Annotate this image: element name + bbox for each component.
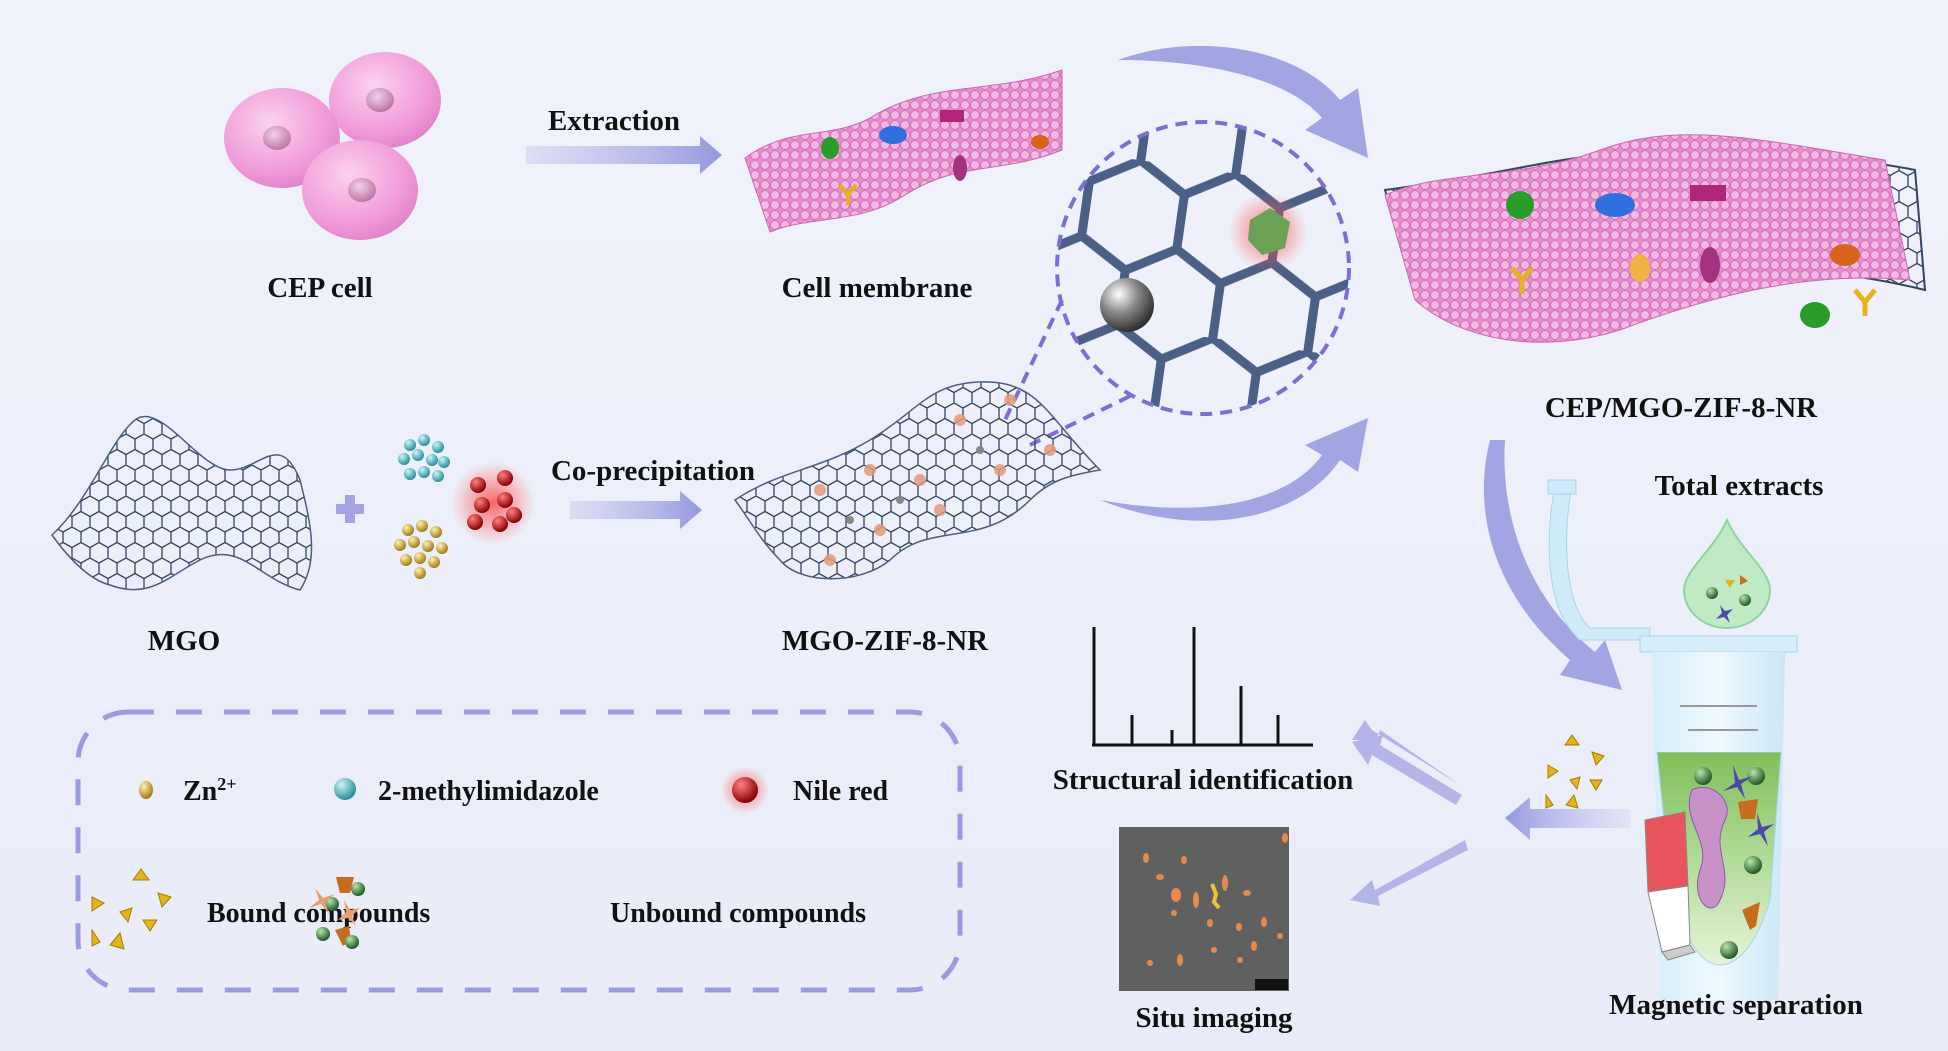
zinc-ion-icon — [139, 781, 153, 799]
legend-zn: Zn2+ — [183, 774, 237, 807]
total-extracts-label: Total extracts — [1655, 470, 1824, 502]
mgo-label: MGO — [148, 625, 221, 657]
legend-unbound: Unbound compounds — [610, 898, 866, 929]
situ-imaging-label: Situ imaging — [1135, 1002, 1293, 1034]
cep-mgo-zif-label: CEP/MGO-ZIF-8-NR — [1545, 392, 1818, 424]
magnet-icon — [1644, 811, 1696, 961]
unbound-compounds-icon — [309, 877, 365, 949]
co-precipitation-label: Co-precipitation — [551, 455, 755, 487]
legend-nile-red: Nile red — [793, 776, 889, 807]
released-bound-compounds — [1545, 734, 1605, 809]
structural-identification-label: Structural identification — [1053, 764, 1353, 796]
cell-membrane-label: Cell membrane — [782, 272, 973, 304]
nile-red-cluster — [451, 461, 535, 545]
co-precipitation-arrow — [570, 491, 702, 529]
mgo-to-composite-arrow — [1100, 418, 1368, 521]
mass-spectrum-icon — [1092, 627, 1313, 747]
arrow-to-structural-identification — [1352, 720, 1460, 785]
extraction-arrow — [526, 136, 722, 174]
cell-membrane-illustration — [744, 69, 1063, 233]
legend-box: Zn2+ 2-methylimidazole Nile red Bound co… — [75, 709, 963, 993]
plus-icon — [336, 495, 364, 523]
legend-methylimidazole: 2-methylimidazole — [378, 776, 599, 807]
membrane-to-composite-arrow — [1118, 45, 1368, 158]
zoom-detail-circle — [1003, 120, 1351, 447]
extract-droplet — [1682, 517, 1772, 629]
situ-imaging-micrograph — [1119, 827, 1289, 991]
cep-mgo-zif-composite-illustration — [1383, 134, 1927, 343]
extraction-label: Extraction — [548, 105, 680, 137]
arrow-to-structural-identification-head — [1352, 735, 1462, 805]
magnetic-separation-label: Magnetic separation — [1609, 989, 1863, 1021]
methylimidazole-cluster — [398, 434, 450, 482]
zinc-ion-cluster — [394, 520, 448, 579]
mgo-zif-label: MGO-ZIF-8-NR — [782, 625, 989, 657]
cep-cell-label: CEP cell — [267, 272, 373, 304]
cep-cell-illustration — [224, 52, 441, 240]
arrow-to-situ-imaging — [1350, 840, 1468, 906]
mgo-illustration — [51, 416, 313, 591]
mgo-zif-illustration — [733, 381, 1102, 580]
nile-red-icon — [721, 766, 769, 814]
methylimidazole-icon — [334, 778, 356, 800]
composite-to-tube-arrow — [1483, 440, 1622, 690]
bound-compounds-icon — [91, 868, 172, 950]
arrow-from-tube — [1505, 797, 1630, 840]
